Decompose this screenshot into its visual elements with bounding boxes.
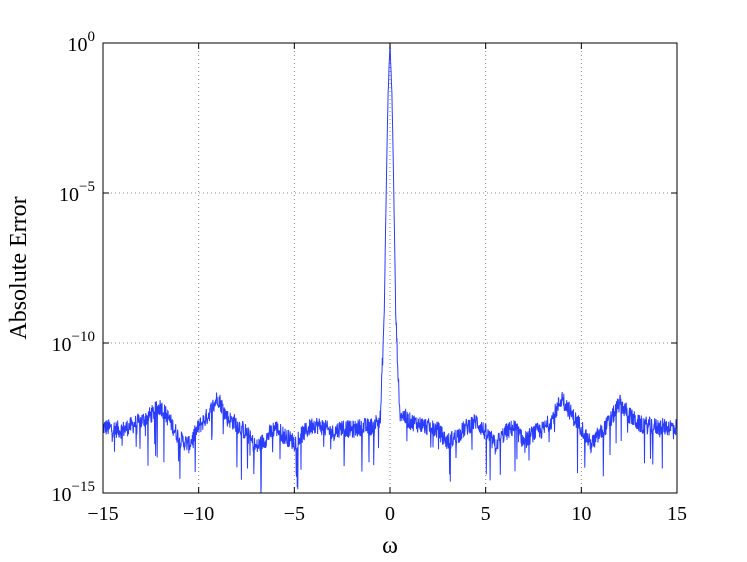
y-tick-label: 10−15 <box>52 479 95 506</box>
x-tick-label: 15 <box>667 503 687 525</box>
x-tick-label: −15 <box>87 503 118 525</box>
y-tick-label: 10−5 <box>59 179 95 206</box>
x-tick-label: 0 <box>385 503 395 525</box>
y-tick-labels: 100 10−5 10−10 10−15 <box>52 29 95 506</box>
grid <box>103 43 677 493</box>
x-tick-label: 5 <box>481 503 491 525</box>
x-tick-label: −5 <box>284 503 305 525</box>
ticks <box>102 42 678 494</box>
x-tick-labels: −15 −10 −5 0 5 10 15 <box>87 503 687 525</box>
y-tick-label: 10−10 <box>52 329 95 356</box>
y-tick-label: 100 <box>68 29 96 56</box>
x-tick-label: 10 <box>571 503 591 525</box>
x-axis-label: ω <box>382 533 398 559</box>
series-line <box>103 43 677 493</box>
y-axis-label: Absolute Error <box>6 196 32 339</box>
x-tick-label: −10 <box>183 503 214 525</box>
